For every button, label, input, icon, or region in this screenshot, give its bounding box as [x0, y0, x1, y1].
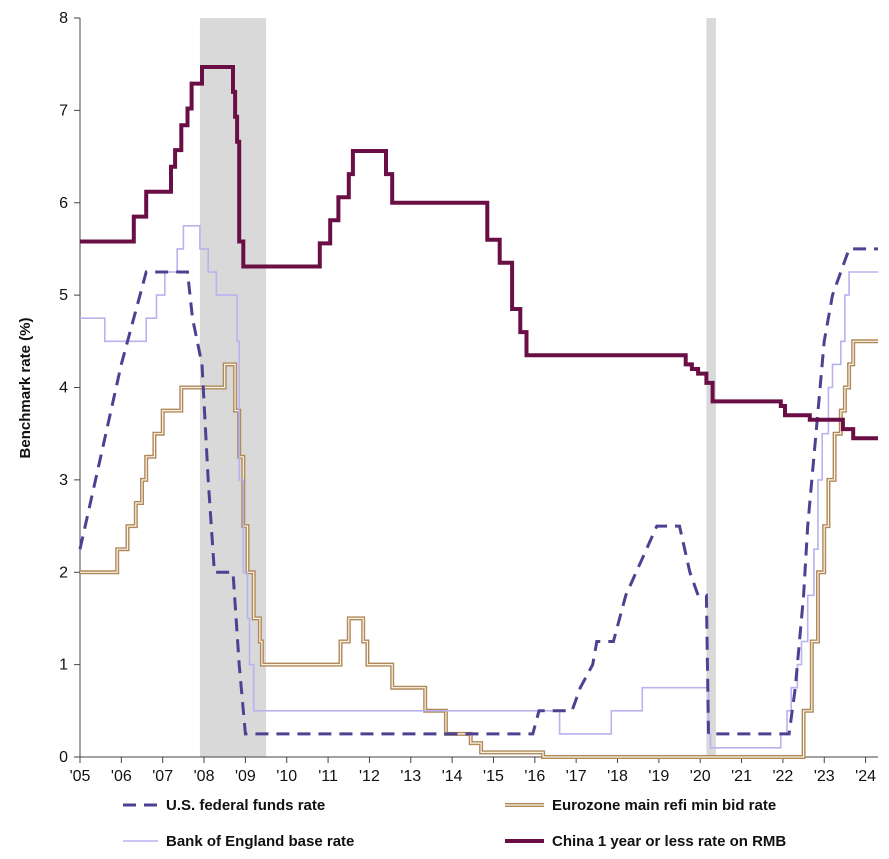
x-tick-label: '18 [607, 768, 628, 785]
legend-label: U.S. federal funds rate [166, 797, 325, 814]
y-tick-label: 8 [59, 10, 68, 27]
x-ticks: '05 '06 '07 '08 '09 '10 '11 '12 '13 '14 '15 '16 '17 '… [70, 757, 876, 785]
x-tick-label: '12 [359, 768, 380, 785]
y-tick-label: 2 [59, 564, 68, 581]
x-tick-label: '24 [855, 768, 876, 785]
x-tick-label: '11 [318, 768, 338, 785]
x-tick-label: '05 [70, 768, 91, 785]
legend-item-0: U.S. federal funds rate [123, 797, 325, 814]
legend-item-3: China 1 year or less rate on RMB [505, 833, 786, 850]
x-tick-label: '08 [194, 768, 215, 785]
legend-item-2: Bank of England base rate [123, 833, 354, 850]
series-line-2 [80, 225, 878, 749]
y-ticks: 0 1 2 3 4 5 6 7 8 [59, 10, 80, 766]
x-tick-label: '20 [690, 768, 711, 785]
series-line-0 [78, 247, 878, 736]
recession-bands [199, 18, 716, 757]
x-tick-label: '09 [235, 768, 256, 785]
x-tick-label: '15 [483, 768, 504, 785]
series-line-3 [80, 65, 878, 441]
y-tick-label: 3 [59, 472, 68, 489]
x-tick-label: '23 [814, 768, 835, 785]
series-line-path [80, 225, 878, 749]
legend-label: China 1 year or less rate on RMB [552, 833, 786, 850]
x-tick-label: '06 [111, 768, 132, 785]
series-line-1 [80, 339, 878, 759]
series-line-inner [80, 340, 878, 758]
x-tick-label: '13 [400, 768, 421, 785]
x-tick-label: '10 [276, 768, 297, 785]
series-line-outer [80, 339, 878, 759]
y-tick-label: 7 [59, 102, 68, 119]
x-tick-label: '14 [442, 768, 463, 785]
x-tick-label: '22 [772, 768, 793, 785]
legend-label: Bank of England base rate [166, 833, 354, 850]
y-tick-label: 6 [59, 195, 68, 212]
series-line-path [80, 65, 878, 441]
y-tick-label: 4 [59, 380, 68, 397]
y-axis-label: Benchmark rate (%) [17, 318, 34, 459]
y-tick-label: 0 [59, 749, 68, 766]
y-tick-label: 1 [59, 657, 68, 674]
legend: U.S. federal funds rate Eurozone main ref… [123, 797, 786, 850]
series-lines [78, 65, 878, 759]
legend-item-1: Eurozone main refi min bid rate [505, 797, 776, 814]
x-tick-label: '19 [648, 768, 669, 785]
series-line-path [78, 247, 878, 736]
x-tick-label: '07 [152, 768, 173, 785]
y-tick-label: 5 [59, 287, 68, 304]
legend-label: Eurozone main refi min bid rate [552, 797, 776, 814]
x-tick-label: '21 [731, 768, 752, 785]
x-tick-label: '17 [566, 768, 587, 785]
x-tick-label: '16 [524, 768, 545, 785]
